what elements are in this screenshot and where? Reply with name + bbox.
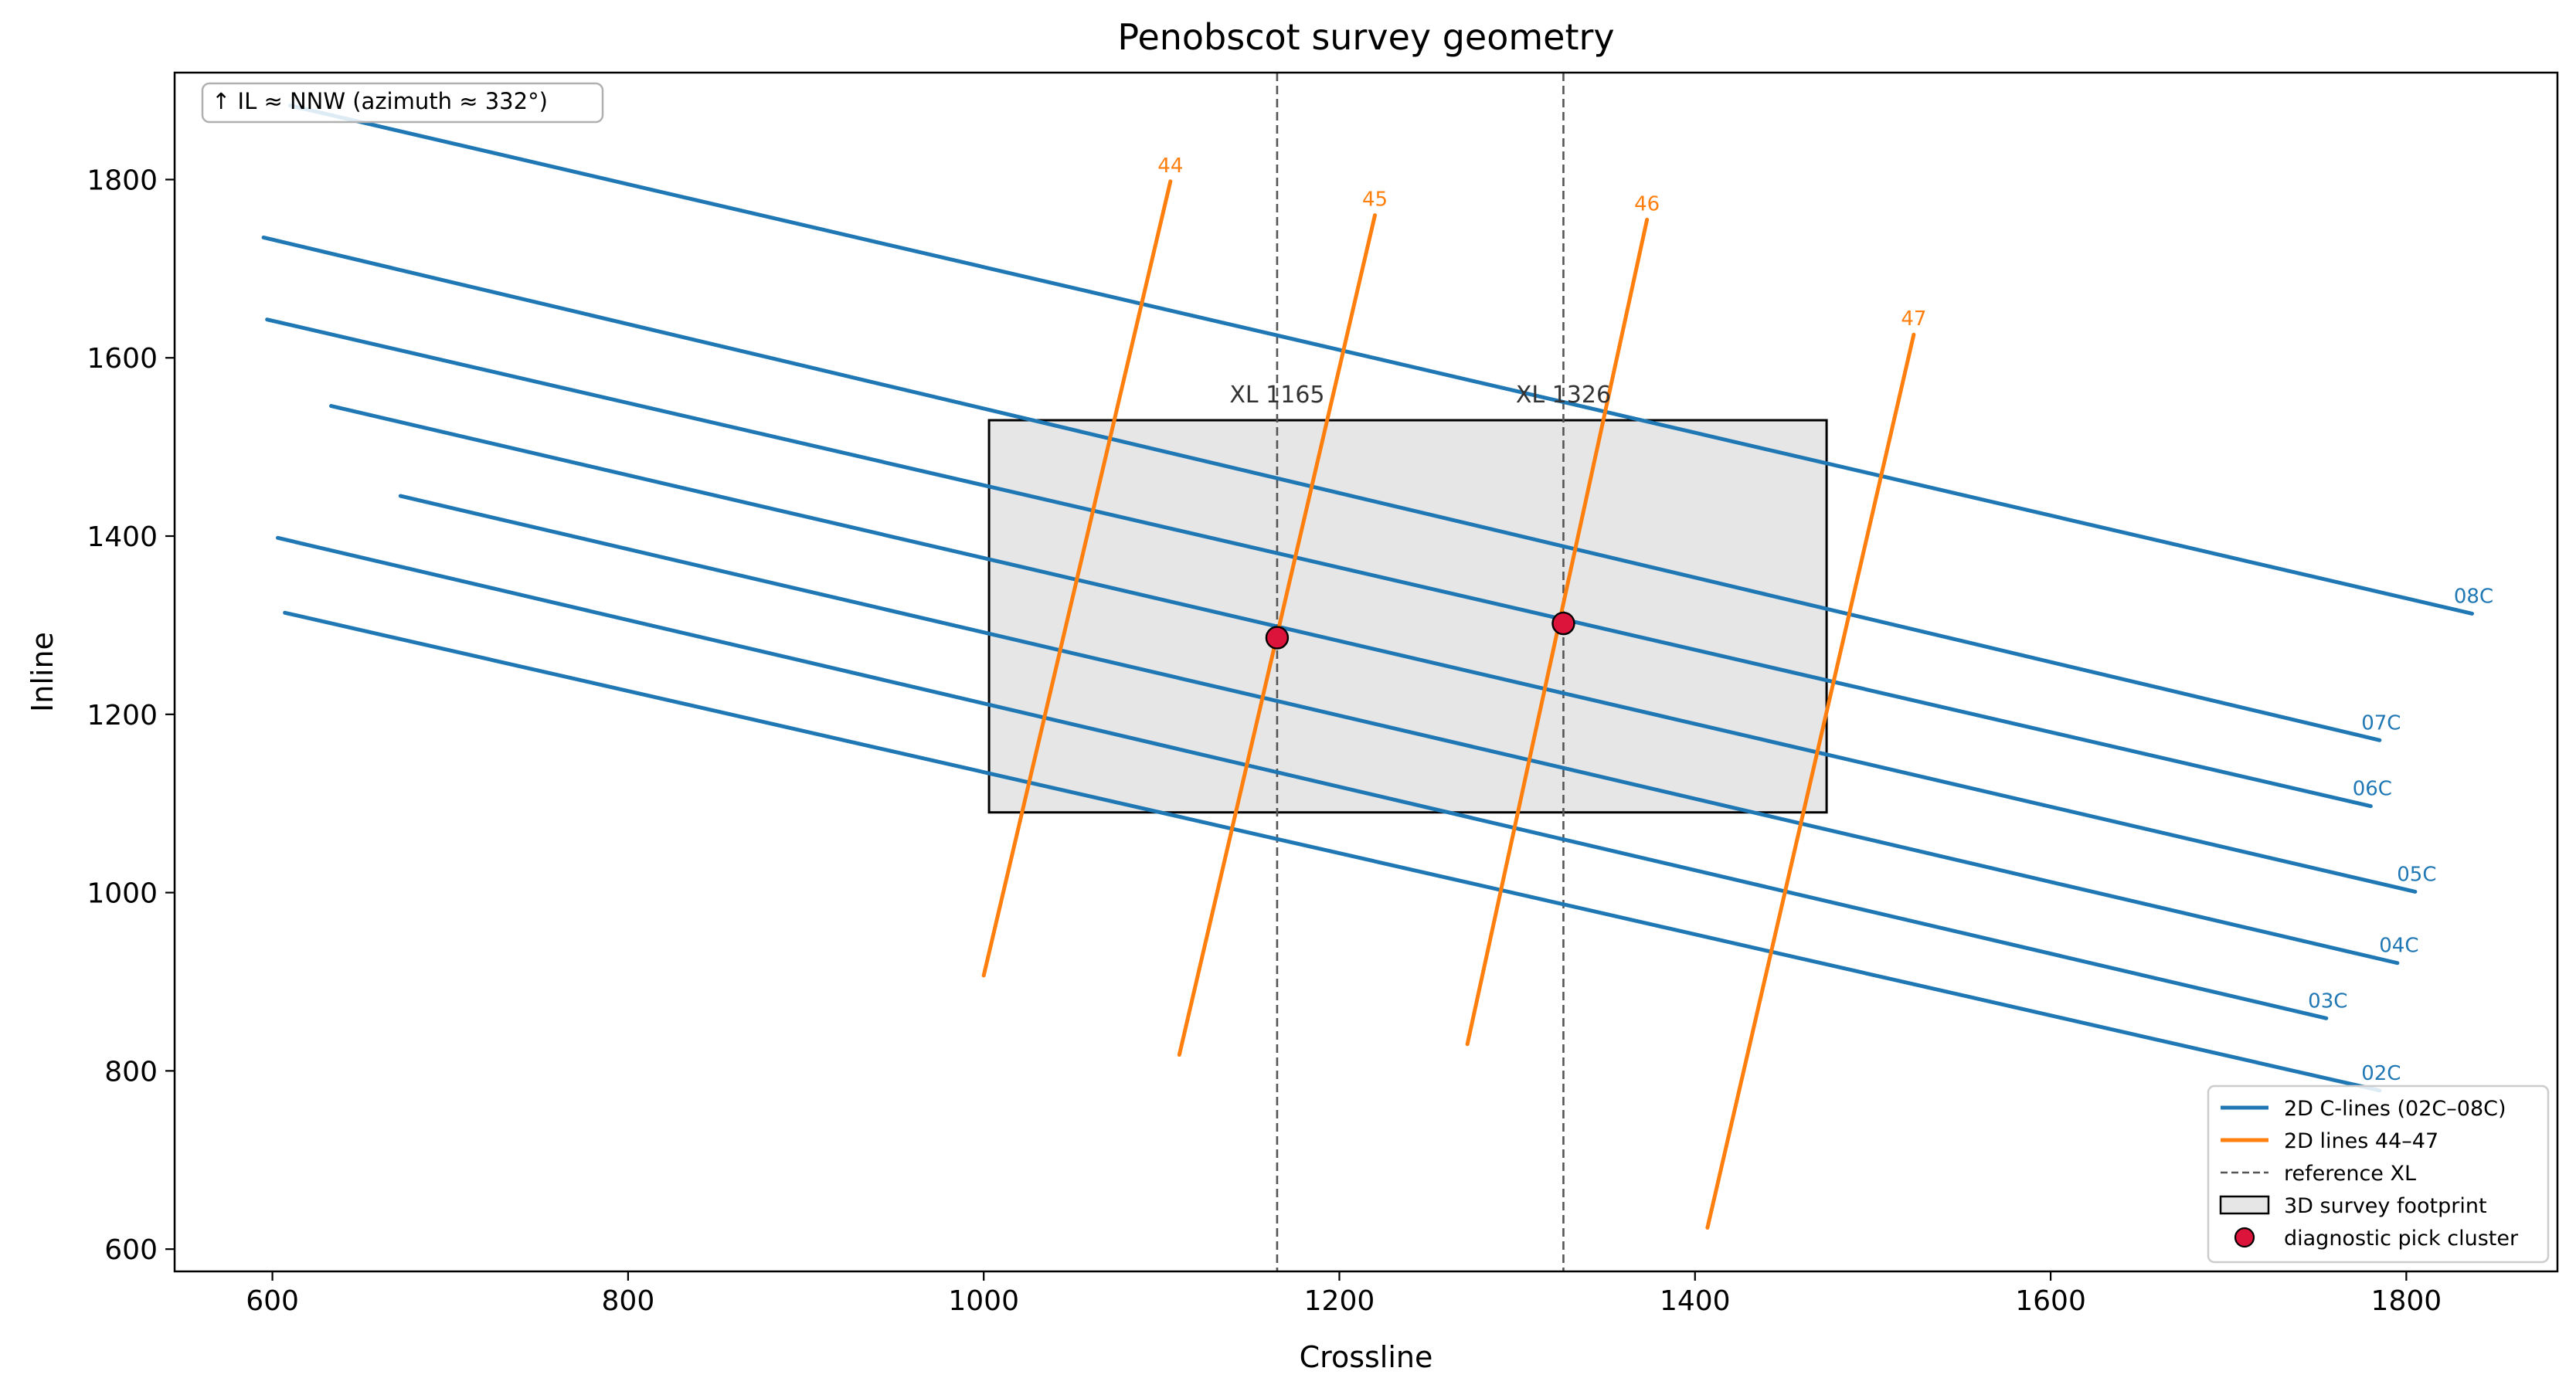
pick-point: [1265, 626, 1290, 650]
legend-patch-swatch: [2219, 1195, 2270, 1215]
c-line: [398, 494, 2400, 966]
legend-label: diagnostic pick cluster: [2284, 1227, 2519, 1251]
y-tick-label: 1800: [87, 165, 158, 196]
c-line-label: 08C: [2454, 585, 2493, 608]
legend-label: 3D survey footprint: [2284, 1194, 2487, 1218]
c-line-label: 05C: [2397, 863, 2436, 886]
legend-label: 2D lines 44–47: [2284, 1129, 2438, 1153]
survey-footprint: [987, 419, 1828, 814]
c-line: [283, 610, 2382, 1093]
y-tick-label: 1200: [87, 700, 158, 731]
c-line-label: 02C: [2361, 1062, 2401, 1085]
x-tick-label: 1600: [2015, 1285, 2086, 1317]
orientation-annotation: ↑ IL ≈ NNW (azimuth ≈ 332°): [201, 82, 604, 124]
y-tick-label: 1400: [87, 521, 158, 553]
legend-label: 2D C-lines (02C–08C): [2284, 1097, 2506, 1121]
y-axis-label: Inline: [25, 632, 59, 712]
x-tick-label: 1400: [1660, 1285, 1731, 1317]
x-tick-label: 1800: [2371, 1285, 2442, 1317]
c-line-label: 07C: [2361, 711, 2401, 735]
x-tick-label: 1000: [948, 1285, 1019, 1317]
annotation-box: [201, 82, 604, 124]
x-axis-label: Crossline: [1300, 1340, 1433, 1374]
c-line: [329, 404, 2418, 894]
x-tick-label: 800: [602, 1285, 655, 1317]
y-tick-label: 1600: [87, 343, 158, 375]
y-tick-label: 600: [104, 1234, 158, 1266]
pick-point: [1551, 611, 1575, 636]
line-44-47-label: 44: [1157, 154, 1183, 178]
c-line-label: 06C: [2353, 778, 2392, 801]
line-44-47-label: 47: [1901, 307, 1926, 331]
y-tick-label: 800: [104, 1056, 158, 1088]
c-line: [261, 235, 2382, 742]
c-line: [265, 317, 2373, 809]
y-tick-label: 1000: [87, 878, 158, 910]
reference-xl-label: XL 1165: [1229, 382, 1324, 409]
c-line: [275, 535, 2329, 1020]
legend-marker-swatch: [2234, 1227, 2255, 1248]
chart-title: Penobscot survey geometry: [1117, 16, 1614, 58]
x-tick-label: 1200: [1304, 1285, 1375, 1317]
line-44-47-label: 46: [1634, 192, 1660, 216]
c-line-label: 03C: [2308, 989, 2347, 1013]
legend-label: reference XL: [2284, 1162, 2416, 1186]
line-44-47: [981, 179, 1173, 978]
legend: 2D C-lines (02C–08C) 2D lines 44–47 refere…: [2207, 1084, 2550, 1264]
c-line-label: 04C: [2379, 935, 2418, 958]
c-line: [288, 104, 2475, 616]
line-44-47-label: 45: [1362, 188, 1388, 212]
line-44-47: [1705, 332, 1916, 1230]
reference-xl-label: XL 1326: [1516, 382, 1611, 409]
annotation-text: ↑ IL ≈ NNW (azimuth ≈ 332°): [212, 88, 548, 114]
plot-area: [261, 73, 2475, 1271]
legend-box: [2207, 1084, 2550, 1264]
plot-frame: [173, 71, 2559, 1273]
x-tick-label: 600: [246, 1285, 299, 1317]
